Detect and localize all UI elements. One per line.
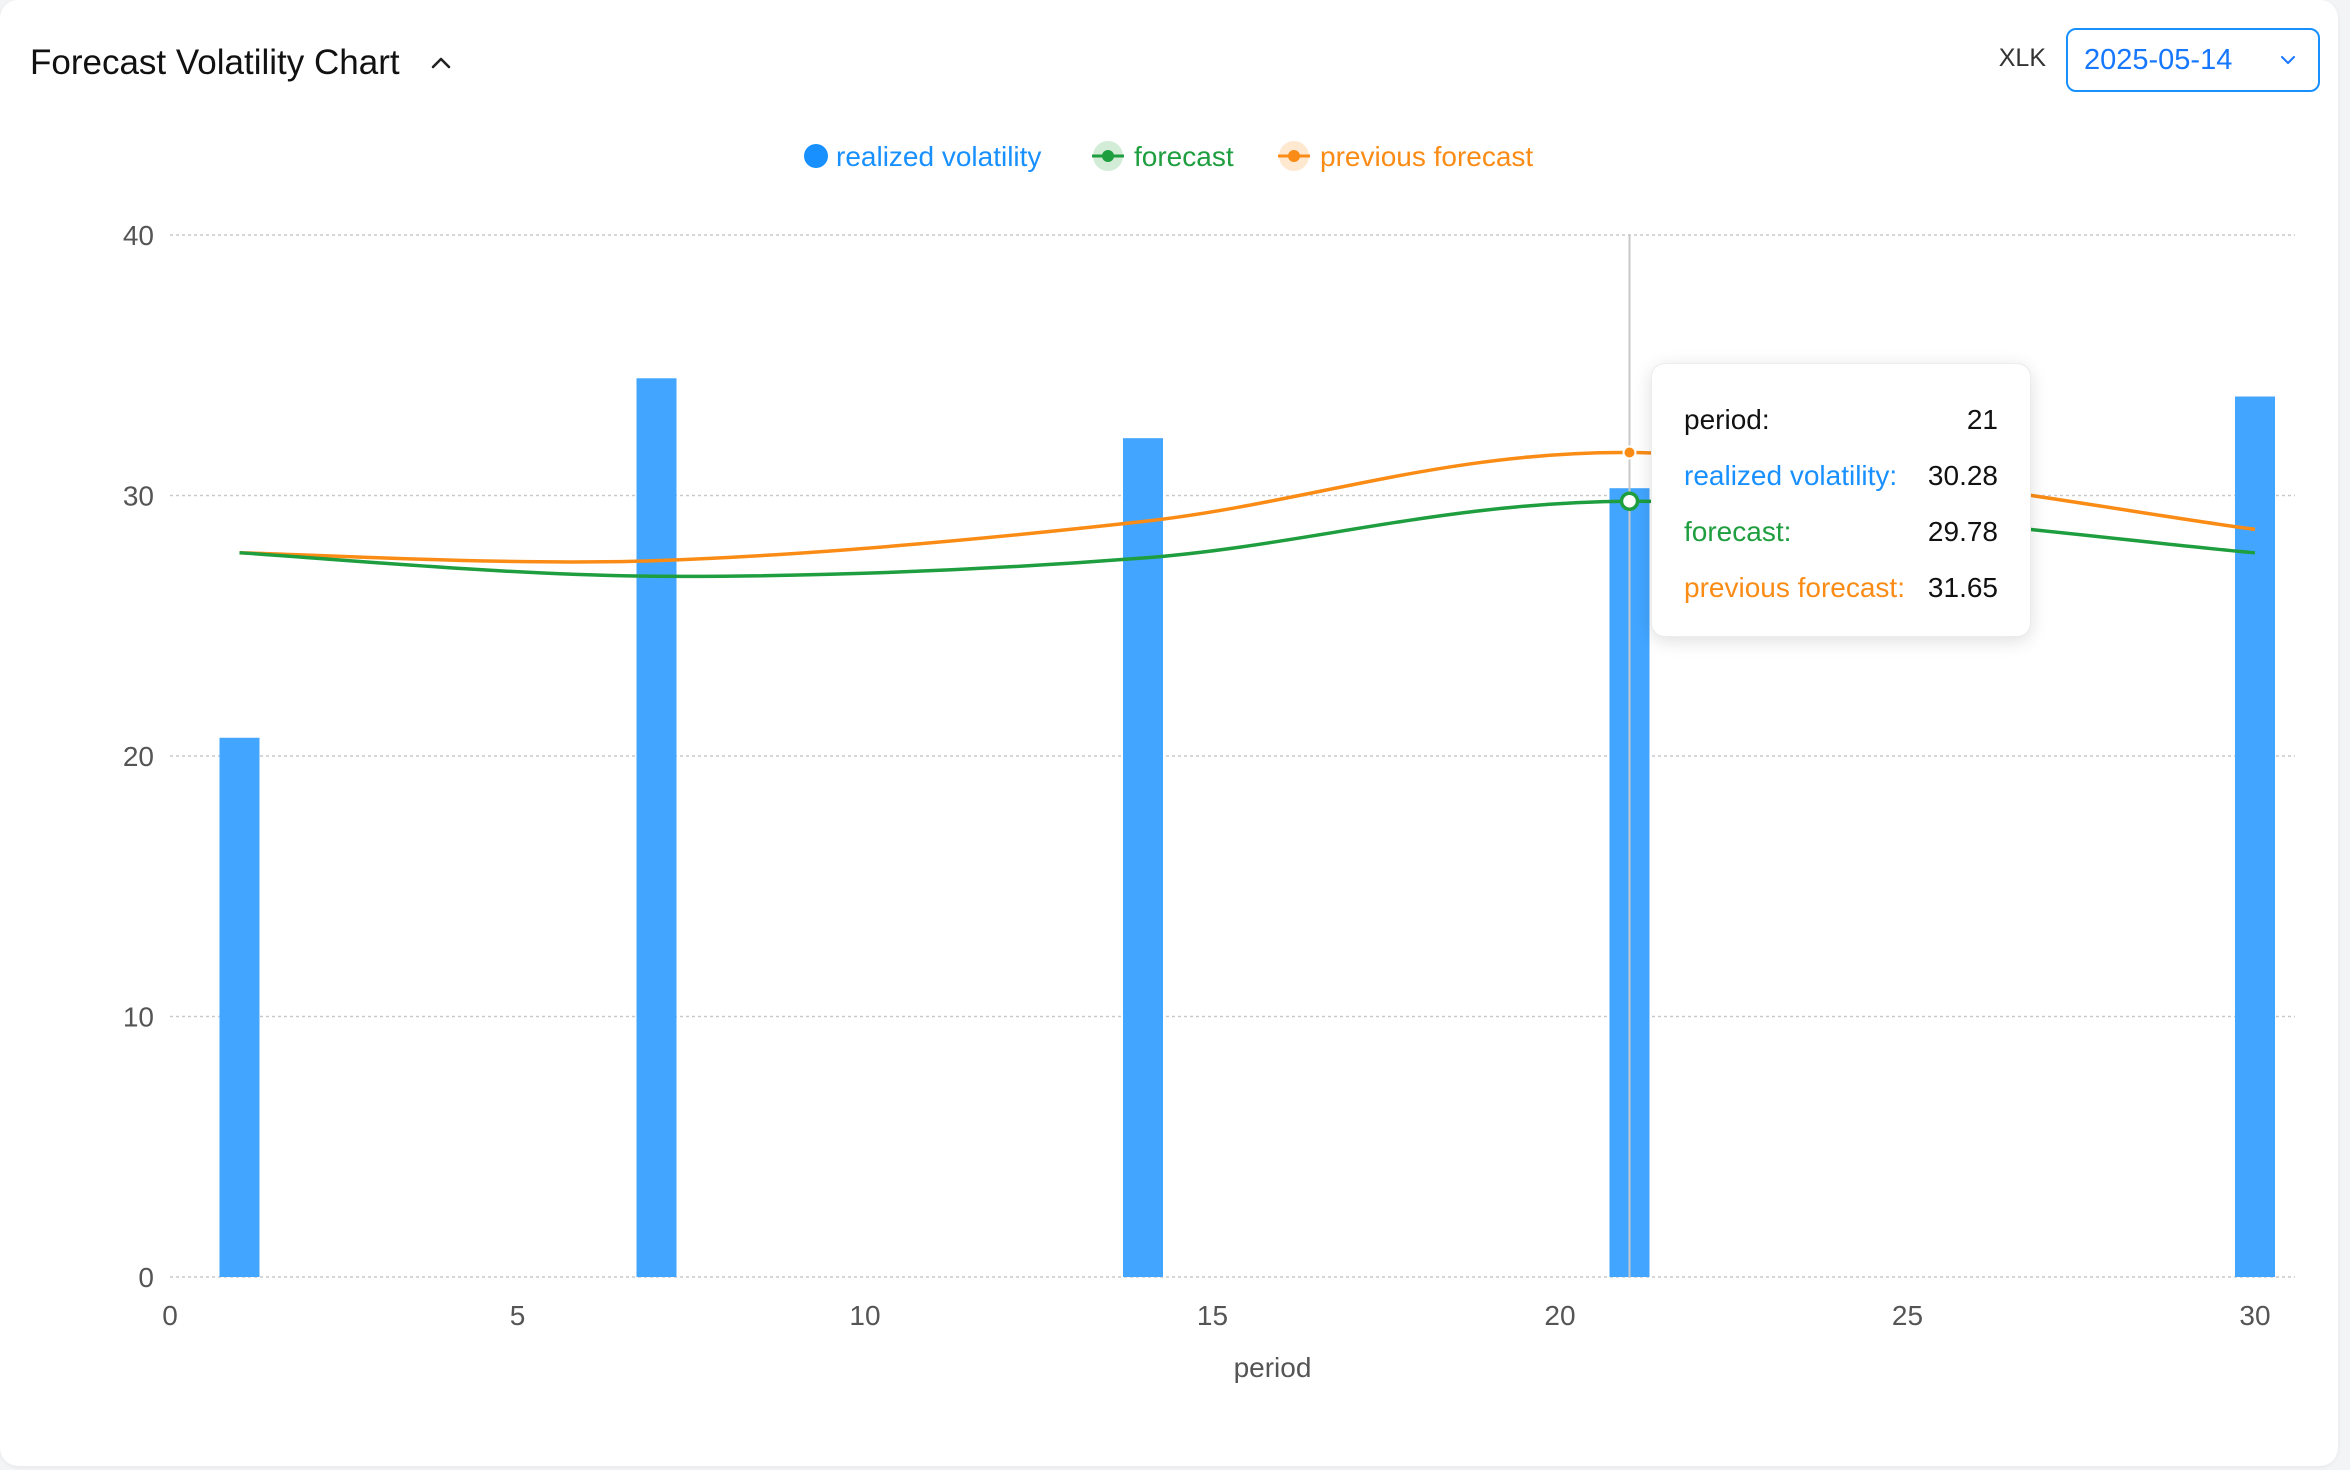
axes: 0 10 20 30 40 0 5 10 15 20 25 30 — [123, 220, 2271, 1331]
legend: realized volatility forecast previous fo… — [804, 141, 1533, 172]
previous-hover-point — [1622, 445, 1637, 460]
legend-previous-label: previous forecast — [1320, 141, 1533, 172]
chart-tooltip: period: 21 realized volatility: 30.28 fo… — [1651, 363, 2031, 637]
tooltip-row-forecast: forecast: 29.78 — [1684, 504, 1998, 560]
x-axis-label: period — [1234, 1352, 1312, 1383]
date-select[interactable]: 2025-05-14 — [2066, 28, 2320, 92]
legend-item-previous[interactable]: previous forecast — [1278, 141, 1533, 172]
grid-lines — [170, 234, 2295, 1278]
realized-legend-marker — [804, 144, 828, 168]
tooltip-row-previous: previous forecast: 31.65 — [1684, 560, 1998, 616]
realized-volatility-bar — [1123, 438, 1163, 1277]
forecast-hover-point — [1619, 491, 1640, 511]
tooltip-period-label: period: — [1684, 404, 1770, 435]
legend-realized-label: realized volatility — [836, 141, 1041, 172]
x-tick-label: 25 — [1892, 1300, 1923, 1331]
y-tick-label: 10 — [123, 1002, 154, 1033]
x-tick-label: 5 — [510, 1300, 526, 1331]
x-tick-label: 0 — [162, 1300, 178, 1331]
tooltip-realized-value: 30.28 — [1927, 460, 1998, 491]
tooltip-forecast-value: 29.78 — [1927, 516, 1998, 547]
collapse-button[interactable] — [426, 48, 456, 78]
chevron-down-icon — [2281, 56, 2295, 64]
realized-volatility-bar — [219, 737, 260, 1277]
ticker-label: XLK — [1998, 44, 2046, 72]
y-tick-label: 40 — [123, 220, 154, 251]
x-tick-label: 30 — [2239, 1300, 2270, 1331]
tooltip-previous-value: 31.65 — [1927, 572, 1998, 603]
y-tick-label: 0 — [138, 1262, 154, 1293]
chevron-up-icon — [431, 57, 450, 69]
tooltip-row-realized: realized volatility: 30.28 — [1684, 448, 1998, 504]
date-select-value: 2025-05-14 — [2084, 43, 2233, 76]
realized-volatility-bar — [2235, 396, 2275, 1277]
x-tick-label: 10 — [849, 1300, 880, 1331]
chart-header: Forecast Volatility Chart — [30, 28, 456, 98]
legend-forecast-label: forecast — [1134, 141, 1234, 172]
legend-item-realized[interactable]: realized volatility — [804, 141, 1041, 172]
tooltip-forecast-label: forecast: — [1684, 516, 1792, 547]
previous-legend-dot — [1288, 150, 1300, 162]
tooltip-period-value: 21 — [1966, 404, 1998, 435]
x-tick-label: 15 — [1197, 1300, 1228, 1331]
realized-volatility-bar — [636, 378, 677, 1277]
y-tick-label: 20 — [123, 741, 154, 772]
forecast-legend-dot — [1102, 150, 1114, 162]
page-title: Forecast Volatility Chart — [30, 43, 400, 82]
y-tick-label: 30 — [123, 481, 154, 512]
tooltip-realized-label: realized volatility: — [1684, 460, 1898, 491]
legend-item-forecast[interactable]: forecast — [1092, 141, 1234, 172]
tooltip-previous-label: previous forecast: — [1684, 572, 1905, 603]
x-tick-label: 20 — [1544, 1300, 1575, 1331]
tooltip-row-period: period: 21 — [1684, 392, 1998, 448]
